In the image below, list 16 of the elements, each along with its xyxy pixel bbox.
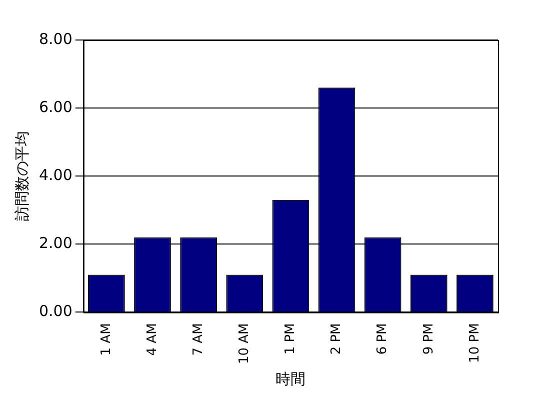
y-tick-label: 6.00 xyxy=(38,98,72,116)
x-tick-label: 6 PM xyxy=(375,323,390,355)
x-axis-title: 時間 xyxy=(276,370,306,388)
y-tick-label: 8.00 xyxy=(38,30,72,48)
x-tick-label: 1 AM xyxy=(98,323,114,356)
x-tick-label: 1 PM xyxy=(283,323,298,355)
y-tick-label: 4.00 xyxy=(38,166,72,184)
x-tick-label: 10 PM xyxy=(467,323,482,363)
x-tick-label: 4 AM xyxy=(144,323,160,356)
x-tick-label: 2 PM xyxy=(329,323,344,355)
y-tick-label: 2.00 xyxy=(38,234,72,252)
x-tick-label: 10 AM xyxy=(237,323,252,364)
y-axis-title: 訪問数の平均 xyxy=(12,131,31,222)
x-tick-label: 9 PM xyxy=(421,323,436,355)
y-tick-label: 0.00 xyxy=(38,302,72,320)
x-tick-label: 7 AM xyxy=(190,323,206,356)
